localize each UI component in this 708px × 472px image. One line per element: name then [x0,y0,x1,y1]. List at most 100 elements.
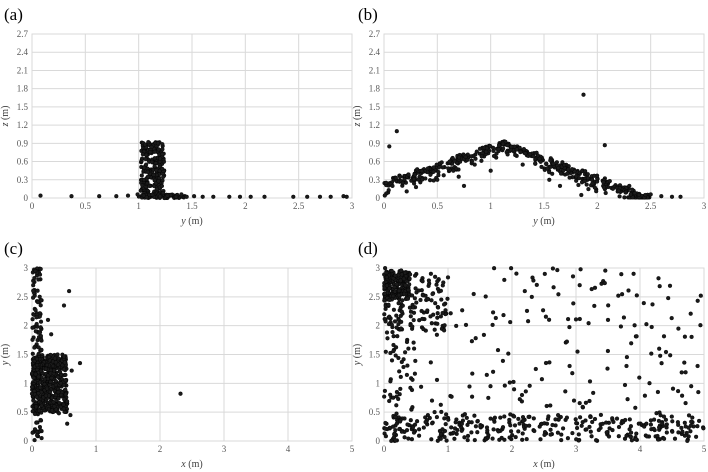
data-point [548,427,553,432]
data-point [36,374,41,379]
data-point [435,177,440,182]
x-tick-label: 3 [702,201,707,211]
data-point [36,351,41,356]
data-point [464,415,469,420]
data-point [31,283,36,288]
panel-label: (a) [4,5,23,24]
data-point [502,277,507,282]
data-point [407,276,412,281]
data-point [382,388,387,393]
y-tick-label: 2.5 [369,292,381,302]
data-point [498,415,503,420]
data-point [31,375,36,380]
data-point [408,314,413,319]
x-tick-label: 0 [382,444,387,454]
data-point [583,400,588,405]
data-point [491,417,496,422]
data-point [37,380,42,385]
data-point [37,294,42,299]
data-point [579,192,584,198]
data-point [429,321,434,326]
y-tick-label: 0.5 [369,407,381,417]
data-point [602,143,607,148]
y-tick-label: 0.3 [369,175,381,185]
data-point [30,430,35,435]
data-point [400,303,405,308]
data-point [440,427,445,432]
data-point [387,144,392,149]
data-point [592,303,597,308]
data-point [518,150,523,155]
y-tick-label: 0.6 [369,157,381,167]
data-point [633,437,638,442]
data-point [30,384,35,390]
data-point [488,144,493,149]
data-point [606,303,611,308]
data-point [405,296,410,301]
data-point [584,427,589,432]
data-point [669,414,674,419]
data-point [690,415,695,420]
data-point [663,417,668,422]
data-point [592,285,598,290]
data-point [469,159,475,164]
data-point [564,339,569,344]
data-point [69,194,74,199]
data-point [430,421,435,426]
data-point [51,368,57,373]
data-point [548,158,553,163]
data-point [436,169,441,175]
data-point [610,186,615,191]
y-tick-label: 0 [24,193,29,203]
data-point [557,183,563,188]
data-point [33,308,38,313]
data-point [668,353,673,358]
data-point [484,372,489,377]
data-point [425,297,430,302]
data-point [39,403,44,408]
data-point [616,434,621,439]
data-point [391,349,396,354]
data-point [490,436,495,441]
data-point [402,435,407,440]
data-point [61,303,67,308]
data-point [34,404,39,409]
data-point [656,437,661,442]
y-tick-label: 2.7 [369,29,381,39]
data-point [420,279,425,284]
data-point [669,194,675,199]
data-point [413,358,418,363]
data-point [165,193,170,198]
data-point [416,177,421,182]
data-point [570,274,576,279]
data-point [390,424,396,429]
data-point [45,376,50,381]
data-point [567,175,572,180]
data-point [386,188,391,193]
data-point [149,144,154,150]
data-point [539,377,544,382]
data-point [34,356,40,361]
data-point [36,345,41,350]
data-point [529,294,534,299]
data-point [644,434,650,439]
data-point [425,308,430,313]
data-point [442,416,447,421]
data-point [156,147,161,152]
data-point [157,156,163,161]
x-tick-label: 4 [638,444,643,454]
data-point [651,417,657,422]
data-point [510,433,515,438]
data-point [68,413,73,418]
data-point [38,417,43,423]
data-point [38,325,43,330]
data-point [676,326,681,331]
data-point [399,268,404,273]
x-tick-label: 0 [30,444,35,454]
data-point [383,349,388,354]
data-point [413,273,418,278]
data-point [695,298,700,303]
data-point [140,183,145,188]
data-point [415,419,420,424]
data-point [390,330,395,335]
